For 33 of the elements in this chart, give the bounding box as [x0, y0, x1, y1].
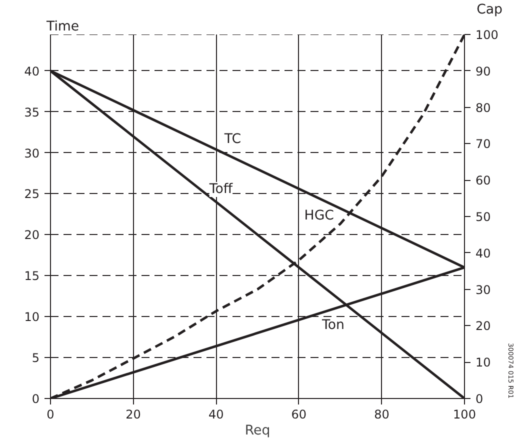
x-axis-title: Req	[244, 424, 270, 438]
y2-tick-label: 10	[476, 356, 491, 370]
y2-tick-label: 40	[476, 246, 491, 260]
x-tick-label: 40	[208, 408, 224, 422]
series-label: TC	[223, 132, 242, 147]
y-tick-label: 20	[24, 228, 40, 242]
y2-tick-label: 20	[476, 319, 491, 334]
x-tick-label: 100	[453, 408, 476, 422]
y-tick-label: 35	[24, 105, 40, 120]
x-tick-label: 0	[46, 408, 54, 422]
y-tick-label: 0	[32, 392, 40, 406]
y2-tick-label: 0	[476, 392, 484, 406]
series-label: Ton	[321, 318, 345, 333]
y-tick-label: 5	[32, 351, 40, 366]
y-tick-label: 10	[24, 310, 40, 324]
y2-tick-label: 80	[476, 100, 491, 115]
y-tick-label: 40	[24, 64, 40, 78]
x-tick-label: 60	[291, 408, 307, 422]
y2-tick-label: 50	[476, 210, 491, 224]
y2-tick-label: 100	[476, 28, 498, 42]
y-tick-label: 30	[24, 146, 40, 160]
y2-tick-label: 30	[476, 282, 491, 297]
y2-tick-label: 90	[476, 64, 491, 78]
y2-tick-label: 70	[476, 137, 491, 152]
y-tick-label: 15	[24, 269, 40, 284]
y2-tick-label: 60	[476, 174, 491, 188]
series-label: Toff	[208, 182, 234, 198]
y2-axis-title: Cap	[476, 2, 503, 18]
y-axis-title: Time	[46, 20, 80, 34]
x-tick-label: 80	[374, 408, 390, 422]
x-tick-label: 20	[126, 408, 141, 422]
series-label: HGC	[304, 208, 334, 224]
y-tick-label: 25	[24, 187, 40, 202]
